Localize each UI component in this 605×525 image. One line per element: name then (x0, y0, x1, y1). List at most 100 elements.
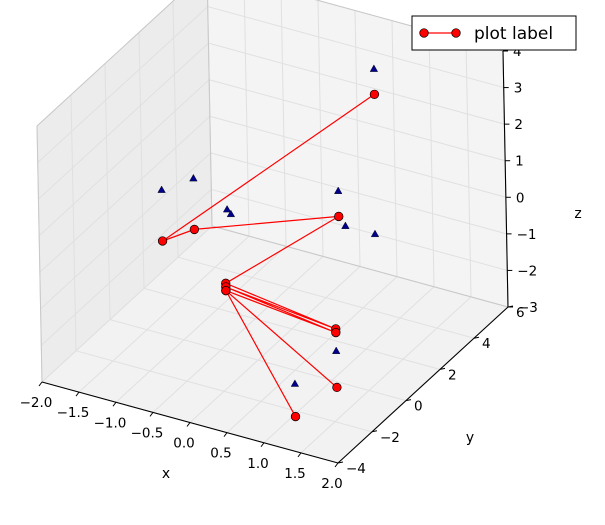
x-tick-label: −1.0 (94, 415, 127, 431)
scatter-triangle-point (189, 173, 198, 182)
grid-line-x-back (465, 40, 472, 297)
pane-edge (36, 125, 43, 383)
axis-lines (36, 0, 514, 468)
y-tick-label: 4 (482, 336, 491, 352)
pane-edge (207, 0, 213, 227)
grid-line-y-floor (177, 256, 475, 339)
grid-line-z-left (39, 115, 211, 273)
grid-line-x-back (243, 0, 250, 237)
x-tick-label: 1.5 (284, 466, 305, 482)
line-marker-point (290, 411, 301, 422)
scatter-triangle-point (332, 346, 341, 354)
z-tick-label: 1 (515, 154, 524, 170)
plot-area (157, 64, 380, 422)
z-tick-label: 2 (514, 117, 523, 133)
tick-labels: −2.0−1.5−1.0−0.50.00.51.01.52.0−4−20246−… (20, 44, 538, 492)
legend-marker-end (451, 28, 461, 38)
grid-line-x-floor (300, 296, 472, 454)
y-tick-label: −2 (380, 430, 400, 446)
x-tick-label-mark (297, 452, 302, 458)
grid-line-x-floor (78, 235, 250, 393)
y-tick-label-mark (439, 367, 446, 370)
grid-line-x-back (354, 10, 361, 267)
line-marker-point (221, 285, 231, 296)
x-tick-label: 0.5 (210, 446, 231, 462)
y-tick-label-mark (337, 461, 344, 464)
line-marker-point (157, 236, 168, 246)
x-tick-label-mark (38, 381, 43, 387)
scatter-triangle-point (370, 229, 380, 238)
grid-line-z-back (208, 42, 505, 125)
y-axis-line (337, 306, 509, 464)
grid-line-z-back (209, 79, 506, 162)
line-marker-point (332, 382, 342, 393)
scatter-triangle-point (157, 185, 166, 193)
legend-marker-start (419, 28, 429, 38)
y-tick-label: 2 (448, 367, 457, 383)
z-tick-label: −2 (517, 263, 537, 279)
y-axis-label: y (466, 430, 474, 446)
line-marker-point (331, 327, 341, 338)
legend: plot label (411, 15, 577, 51)
legend-entry-label: plot label (474, 24, 553, 44)
x-tick-label: 2.0 (321, 476, 342, 492)
grid-line-x-floor (226, 276, 398, 433)
grid-line-x-floor (189, 266, 361, 423)
x-tick-label-mark (260, 442, 265, 448)
left-pane (37, 0, 212, 382)
line-marker-point (369, 89, 380, 99)
grid-line-x-back (280, 0, 287, 247)
scatter-triangle-point (334, 186, 343, 194)
z-tick-label: 0 (516, 190, 525, 206)
grid-line-z-left (38, 42, 209, 200)
grid-line-y-left (138, 32, 145, 289)
grid-line-y-left (70, 94, 77, 351)
grid-line-z-left (37, 6, 209, 163)
y-tick-label: 0 (414, 399, 423, 415)
x-tick-label: −2.0 (20, 395, 53, 411)
pane-edge (211, 225, 509, 308)
grid-line-z-left (40, 152, 211, 310)
grid-line-x-floor (152, 256, 324, 413)
scatter-triangle-point (226, 209, 236, 218)
x-tick-label: 1.0 (247, 456, 268, 472)
x-tick-label-mark (186, 422, 191, 427)
grid-line-y-floor (75, 350, 373, 433)
grid-line-x-back (391, 20, 398, 277)
grid-line-z-back (207, 6, 504, 89)
y-tick-label-mark (405, 399, 412, 402)
grid-line-x-back (428, 30, 435, 287)
z-axis-line (502, 50, 509, 308)
grid-line-y-floor (143, 287, 441, 370)
grid-line-x-floor (115, 245, 287, 403)
scatter-triangle-point (341, 221, 350, 229)
pane-edge (36, 0, 176, 127)
grid-line-z-back (209, 115, 506, 198)
line-marker-point (189, 224, 200, 235)
x-tick-label-mark (112, 401, 117, 407)
y-tick-label: 6 (516, 305, 525, 321)
grid-line-z-back (211, 188, 508, 271)
line-marker-point (334, 211, 344, 222)
x-tick-label: −1.5 (57, 405, 90, 421)
series-line (162, 93, 375, 417)
axis-labels: x y z (162, 206, 582, 482)
grid-line-z-left (40, 189, 212, 346)
x-tick-label-mark (334, 462, 339, 468)
y-tick-label: −4 (346, 461, 366, 477)
grid-line-y-left (172, 1, 179, 258)
z-tick-label: 4 (513, 44, 522, 60)
grid-line-y-floor (109, 319, 407, 402)
x-tick-label: 0.0 (173, 436, 194, 452)
x-tick-label-mark (149, 412, 154, 417)
scatter-triangle-point (222, 205, 232, 213)
y-tick-label-mark (371, 430, 378, 433)
grid-line-x-back (317, 0, 324, 257)
y-tick-label-mark (473, 336, 480, 339)
grid-line-y-left (104, 63, 111, 320)
grid-line-z-left (38, 79, 210, 237)
z-tick-label: −1 (517, 227, 537, 243)
legend-box (411, 15, 577, 51)
scatter-triangle-point (369, 64, 379, 72)
z-axis-label: z (574, 206, 581, 222)
